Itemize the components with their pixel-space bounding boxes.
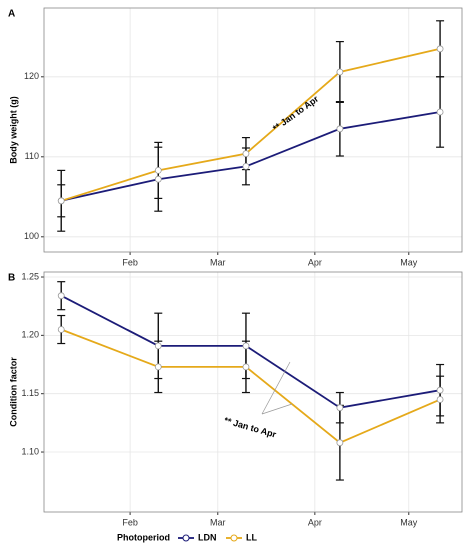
panel-label: B [8,273,15,284]
data-point [154,166,162,174]
y-tick-label: 1.15 [21,388,39,398]
x-tick-label: Apr [308,257,322,267]
legend-marker [230,534,238,542]
y-tick-label: 1.20 [21,330,39,340]
data-point [336,439,344,447]
y-tick-label: 100 [24,231,39,241]
data-point [154,175,162,183]
data-point [242,150,250,158]
plot-background [44,8,462,252]
data-point [57,197,65,205]
x-tick-label: Apr [308,517,322,527]
panel-label: A [8,9,15,20]
data-point [154,342,162,350]
plot-frame [43,7,463,253]
data-point [242,363,250,371]
legend-marker [182,534,190,542]
y-tick-label: 1.10 [21,446,39,456]
data-point [436,108,444,116]
annotation-pointer [261,361,291,415]
x-tick-label: May [400,517,418,527]
y-tick-label: 110 [25,151,39,161]
legend-label: LDN [198,532,217,542]
data-point [57,292,65,300]
y-axis-label: Condition factor [8,357,18,427]
data-point [336,68,344,76]
data-point [336,404,344,412]
plot-background [44,272,462,512]
x-tick-label: Mar [210,257,226,267]
legend-label: LL [246,532,257,542]
x-tick-label: Feb [122,517,138,527]
y-tick-label: 120 [24,71,39,81]
data-point [436,45,444,53]
legend-title: Photoperiod [117,532,170,542]
data-point [57,326,65,333]
x-tick-label: Feb [122,257,138,267]
x-tick-label: May [400,257,418,267]
y-tick-label: 1.25 [21,271,39,281]
data-point [154,363,162,371]
y-axis-label: Body weight (g) [8,96,18,164]
data-point [336,125,344,133]
data-point [436,396,444,403]
data-point [242,342,250,350]
x-tick-label: Mar [210,517,226,527]
plot-frame [43,271,463,513]
data-point [242,162,250,170]
data-point [436,386,444,394]
annotation-pointer [261,403,293,415]
